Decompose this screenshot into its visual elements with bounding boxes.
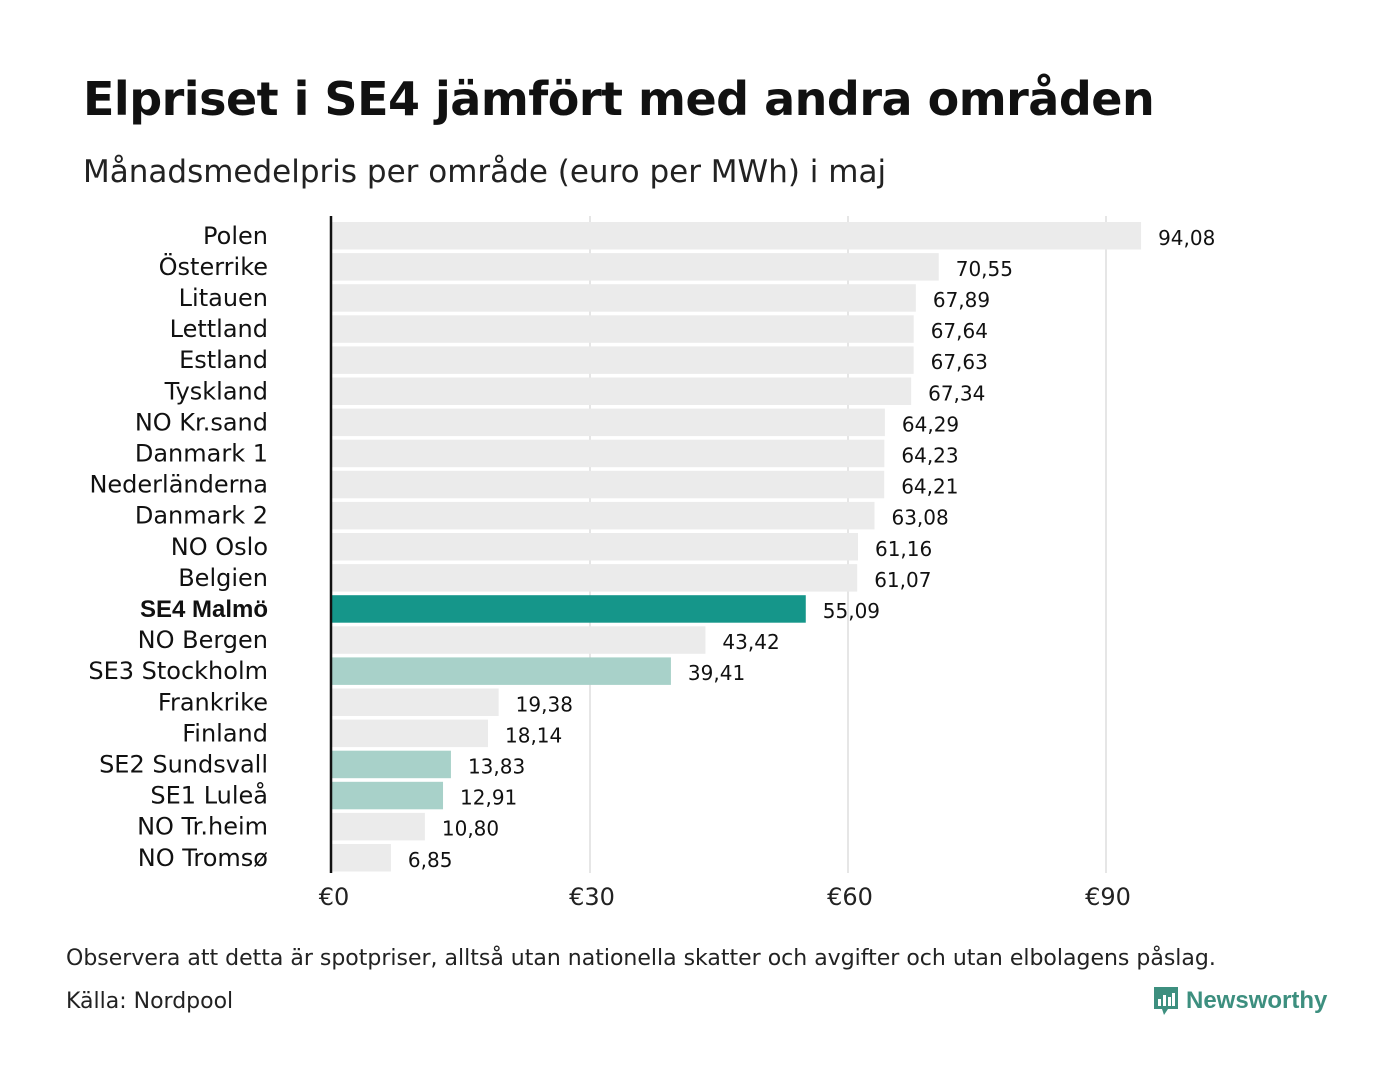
bar: [332, 408, 885, 437]
category-label: Österrike: [159, 252, 268, 281]
category-label: Tyskland: [164, 377, 268, 405]
value-label: 67,63: [931, 350, 988, 374]
bar: [332, 284, 916, 312]
footnote: Observera att detta är spotpriser, allts…: [66, 946, 1216, 971]
bar: [332, 595, 806, 623]
category-label: SE3 Stockholm: [88, 657, 268, 685]
x-tick-label: €90: [1085, 883, 1131, 911]
bar: [332, 812, 425, 841]
value-label: 6,85: [408, 848, 453, 872]
category-label: NO Bergen: [138, 626, 268, 654]
value-label: 67,34: [928, 381, 985, 405]
value-label: 61,16: [875, 537, 932, 561]
newsworthy-logo-icon: [1154, 987, 1178, 1015]
x-tick-labels: €0 €30 €60 €90: [319, 883, 1131, 911]
category-label: Danmark 1: [135, 439, 268, 467]
x-tick-label: €60: [827, 883, 873, 911]
chart-title: Elpriset i SE4 jämfört med andra områden: [83, 72, 1155, 126]
bar: [332, 688, 499, 716]
value-label: 13,83: [468, 754, 525, 778]
bar: [332, 781, 444, 810]
value-label: 64,23: [901, 443, 958, 467]
category-label: Polen: [203, 222, 268, 250]
bar: [332, 470, 885, 499]
value-label: 10,80: [442, 817, 499, 841]
bar: [332, 719, 489, 748]
value-label: 61,07: [874, 568, 931, 592]
bar: [332, 315, 914, 343]
x-tick-label: €0: [319, 883, 350, 911]
category-label: NO Tr.heim: [137, 813, 268, 841]
value-label: 55,09: [823, 599, 880, 623]
category-label: SE4 Malmö: [140, 596, 268, 623]
value-label: 70,55: [956, 257, 1013, 281]
category-label: NO Oslo: [171, 533, 268, 561]
category-label: SE2 Sundsvall: [99, 750, 268, 778]
value-label: 64,29: [902, 412, 959, 436]
value-label: 67,89: [933, 288, 990, 312]
bar: [332, 439, 885, 468]
value-label: 39,41: [688, 661, 745, 685]
value-label: 43,42: [722, 630, 779, 654]
source-note: Källa: Nordpool: [66, 989, 234, 1014]
value-label: 63,08: [891, 506, 948, 530]
category-label: Lettland: [170, 315, 268, 343]
bar: [332, 657, 671, 685]
bar: [332, 501, 875, 530]
value-label: 67,64: [931, 319, 988, 343]
category-label: NO Kr.sand: [135, 408, 268, 436]
bar: [332, 564, 858, 592]
value-label: 64,21: [901, 475, 958, 499]
value-label: 18,14: [505, 723, 562, 747]
bar: [332, 377, 912, 405]
brand-logo: Newsworthy: [1152, 985, 1327, 1017]
brand-name: Newsworthy: [1186, 987, 1328, 1014]
category-label: SE1 Luleå: [150, 781, 268, 810]
bar: [332, 253, 939, 281]
category-label: Frankrike: [158, 688, 268, 716]
category-label: Nederländerna: [89, 471, 268, 499]
bar: [332, 626, 706, 654]
bar: [332, 844, 391, 872]
category-label: NO Tromsø: [138, 844, 268, 872]
category-label: Belgien: [178, 564, 268, 592]
x-tick-label: €30: [569, 883, 615, 911]
bar: [332, 222, 1142, 250]
value-labels: 94,08 70,55 67,89 67,64 67,63 67,34 64,29 64,23…: [408, 226, 1215, 872]
bar: [332, 346, 914, 374]
category-label: Estland: [179, 346, 268, 374]
category-label: Finland: [182, 719, 268, 747]
category-label: Litauen: [179, 284, 268, 312]
bar: [332, 533, 858, 561]
chart-subtitle: Månadsmedelpris per område (euro per MWh…: [83, 154, 887, 190]
value-label: 12,91: [460, 786, 517, 810]
category-label: Danmark 2: [135, 502, 268, 530]
bar: [332, 750, 451, 779]
value-label: 94,08: [1158, 226, 1215, 250]
bars: [332, 222, 1142, 872]
value-label: 19,38: [516, 692, 573, 716]
